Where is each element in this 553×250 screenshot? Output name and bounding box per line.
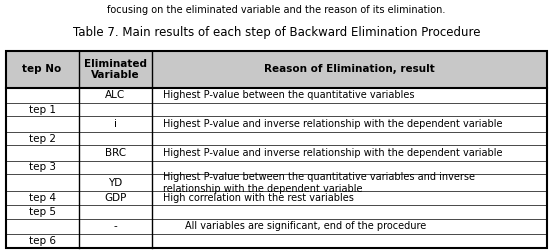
Text: i: i — [114, 119, 117, 129]
Text: tep No: tep No — [23, 64, 62, 74]
Text: YD: YD — [108, 178, 122, 188]
Bar — [6, 161, 547, 174]
Bar — [6, 51, 547, 248]
Text: Highest P-value and inverse relationship with the dependent variable: Highest P-value and inverse relationship… — [163, 148, 503, 158]
Bar — [6, 192, 547, 205]
Bar — [6, 51, 79, 88]
Text: Reason of Elimination, result: Reason of Elimination, result — [264, 64, 435, 74]
Text: Eliminated
Variable: Eliminated Variable — [84, 58, 147, 80]
Text: tep 3: tep 3 — [29, 162, 56, 172]
Text: All variables are significant, end of the procedure: All variables are significant, end of th… — [185, 221, 426, 231]
Text: tep 4: tep 4 — [29, 193, 56, 203]
Bar — [6, 88, 547, 103]
Bar — [6, 205, 547, 218]
Text: Table 7. Main results of each step of Backward Elimination Procedure: Table 7. Main results of each step of Ba… — [73, 26, 480, 39]
Bar — [6, 234, 547, 247]
Text: focusing on the eliminated variable and the reason of its elimination.: focusing on the eliminated variable and … — [107, 5, 446, 15]
Text: tep 6: tep 6 — [29, 236, 56, 246]
Bar — [6, 132, 547, 145]
Text: ALC: ALC — [105, 90, 126, 100]
Bar — [6, 174, 547, 192]
Bar — [79, 51, 152, 88]
Bar — [6, 103, 547, 117]
Text: Highest P-value between the quantitative variables and inverse
relationship with: Highest P-value between the quantitative… — [163, 172, 475, 194]
Text: High correlation with the rest variables: High correlation with the rest variables — [163, 193, 354, 203]
Bar — [152, 51, 547, 88]
Text: tep 2: tep 2 — [29, 134, 56, 143]
Bar — [6, 116, 547, 132]
Text: BRC: BRC — [105, 148, 126, 158]
Text: tep 1: tep 1 — [29, 105, 56, 115]
Bar — [6, 145, 547, 161]
Text: Highest P-value between the quantitative variables: Highest P-value between the quantitative… — [163, 90, 414, 100]
Bar — [6, 218, 547, 234]
Text: -: - — [113, 221, 117, 231]
Text: GDP: GDP — [104, 193, 127, 203]
Text: tep 5: tep 5 — [29, 207, 56, 217]
Text: Highest P-value and inverse relationship with the dependent variable: Highest P-value and inverse relationship… — [163, 119, 503, 129]
